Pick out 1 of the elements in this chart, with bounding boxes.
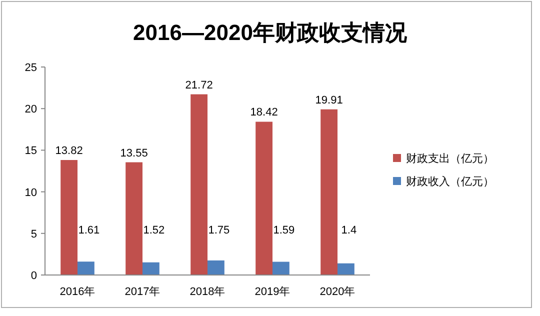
title: 2016—2020年财政收支情况: [133, 20, 407, 45]
